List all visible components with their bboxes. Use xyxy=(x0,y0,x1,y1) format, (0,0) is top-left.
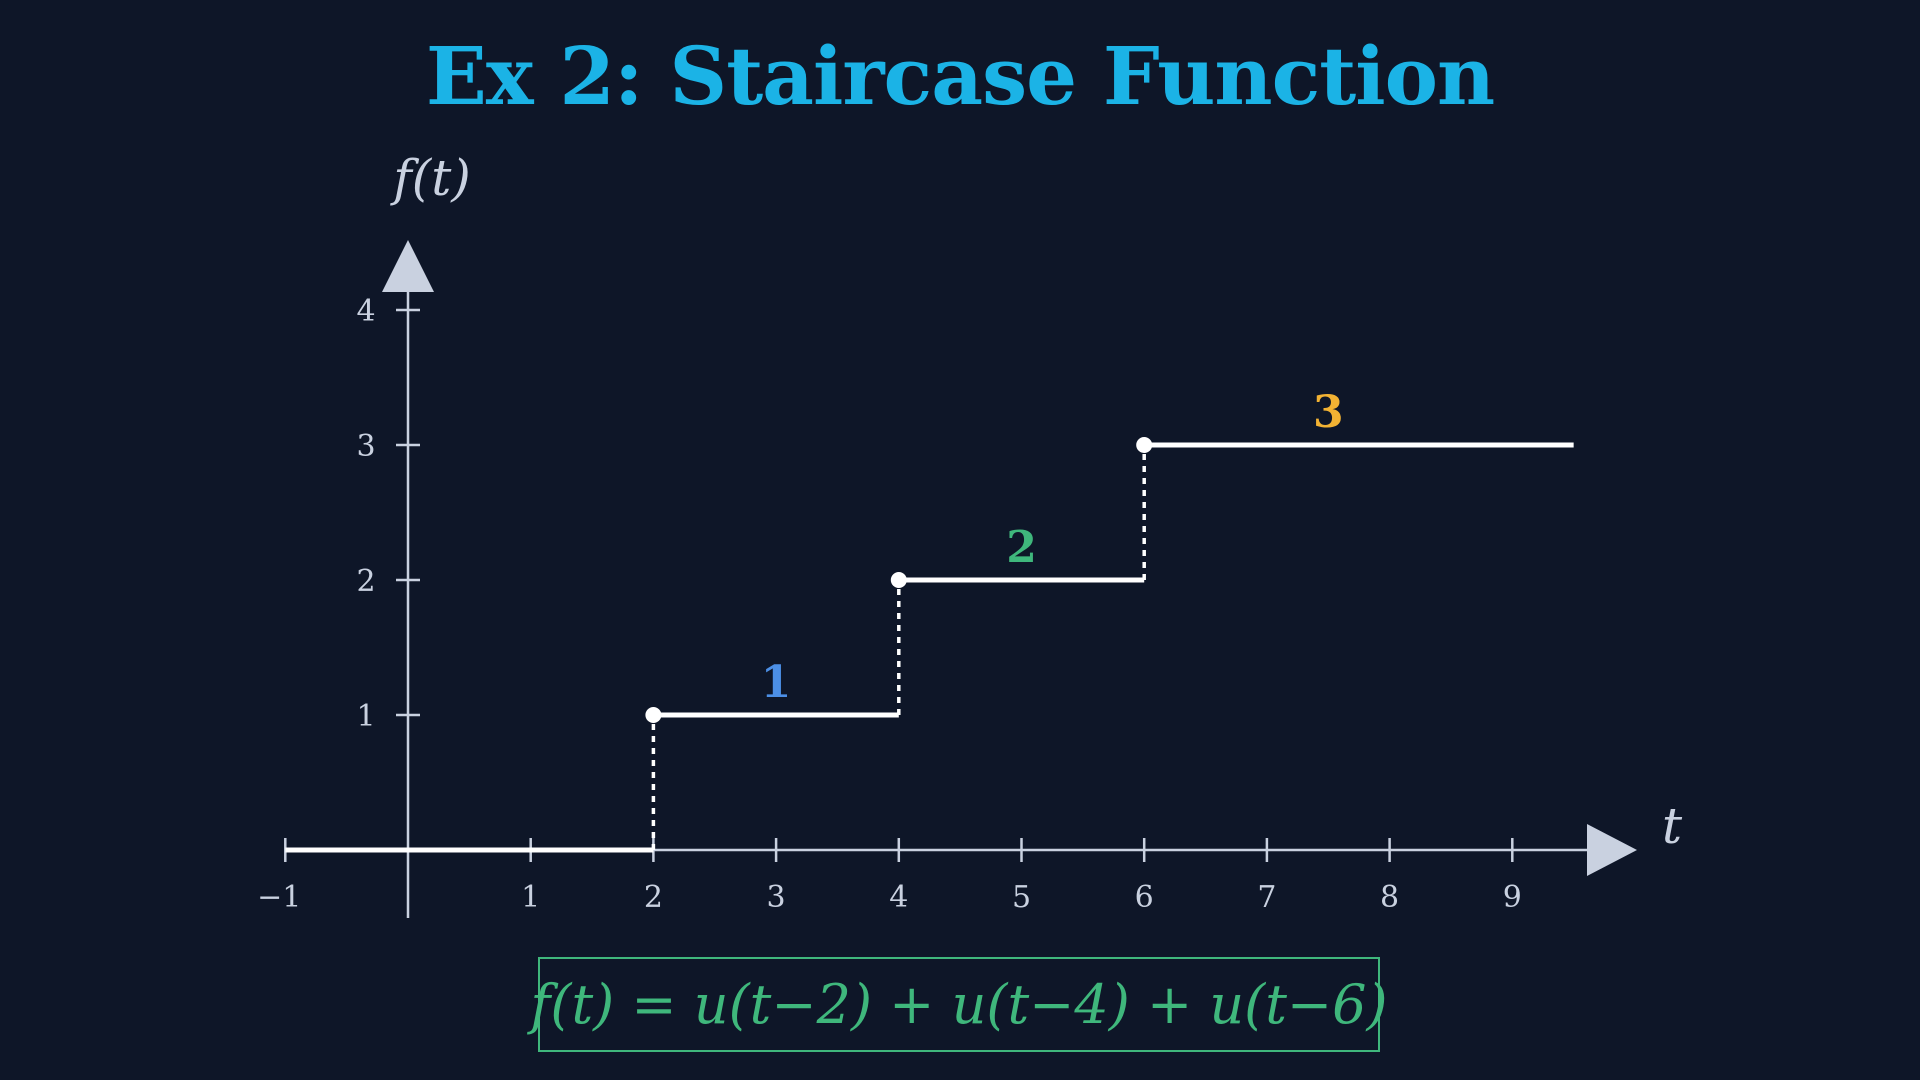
jump-point xyxy=(1136,437,1153,453)
x-tick-label: 4 xyxy=(889,880,908,915)
y-tick-label: 1 xyxy=(356,699,375,734)
x-tick-label: 3 xyxy=(767,880,786,915)
jump-point xyxy=(645,707,662,723)
x-tick-label: 5 xyxy=(1012,880,1031,915)
x-tick-label: 1 xyxy=(521,880,540,915)
formula-text: f(t) = u(t−2) + u(t−4) + u(t−6) xyxy=(530,973,1388,1036)
y-tick-label: 2 xyxy=(356,564,375,599)
x-tick-label: 6 xyxy=(1135,880,1154,915)
x-tick-label: 9 xyxy=(1503,880,1522,915)
y-axis-arrow xyxy=(382,240,434,292)
x-tick-label: 8 xyxy=(1380,880,1399,915)
chart-title: Ex 2: Staircase Function xyxy=(426,29,1494,123)
staircase-series: 1 2 3 xyxy=(285,387,1574,853)
x-axis-label: t xyxy=(1662,797,1683,855)
step-label: 2 xyxy=(1006,522,1037,573)
step-label: 3 xyxy=(1313,387,1344,438)
x-tick-label: 7 xyxy=(1257,880,1276,915)
y-tick-label: 4 xyxy=(356,294,375,329)
axes: −1 1 2 3 4 5 6 7 8 9 1 2 3 4 t f(t) xyxy=(257,149,1683,918)
y-tick-label: 3 xyxy=(356,429,375,464)
x-tick-label: −1 xyxy=(257,880,301,915)
formula-box: f(t) = u(t−2) + u(t−4) + u(t−6) xyxy=(530,957,1388,1052)
step-label: 1 xyxy=(761,657,792,708)
jump-point xyxy=(890,572,907,588)
x-axis-arrow xyxy=(1587,824,1637,876)
y-axis-label: f(t) xyxy=(389,149,471,207)
x-tick-label: 2 xyxy=(644,880,663,915)
